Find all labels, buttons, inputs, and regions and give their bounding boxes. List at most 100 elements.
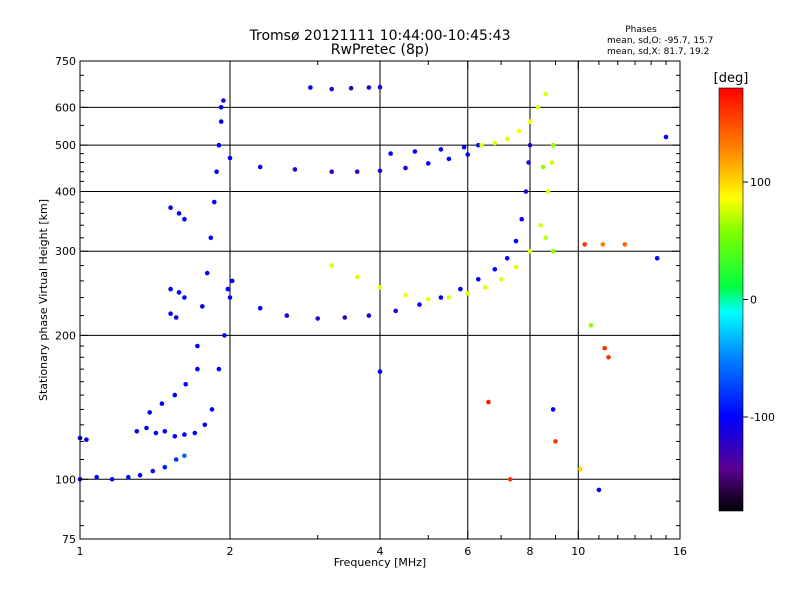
grid-lines xyxy=(80,61,680,539)
axis-ticks xyxy=(79,61,681,539)
data-point xyxy=(227,295,233,300)
y-tick-label: 200 xyxy=(55,329,76,342)
data-point xyxy=(200,304,205,309)
data-point xyxy=(366,313,372,318)
data-point xyxy=(315,316,321,321)
colorbar-tick-label: 0 xyxy=(750,294,757,307)
data-point xyxy=(225,286,231,292)
data-point xyxy=(348,85,354,91)
data-point xyxy=(308,85,313,90)
data-point xyxy=(162,464,168,470)
data-point xyxy=(144,425,149,431)
data-point xyxy=(553,439,558,444)
data-point xyxy=(403,292,408,298)
data-point xyxy=(417,302,422,307)
data-point xyxy=(354,169,360,174)
data-point xyxy=(84,437,89,443)
data-point xyxy=(527,142,533,148)
y-tick-labels: 75 100 200 300 400 500 600 750 xyxy=(55,55,76,546)
data-point xyxy=(229,278,235,284)
y-tick-label: 500 xyxy=(55,139,76,152)
x-tick-label: 2 xyxy=(227,545,234,558)
data-point xyxy=(600,242,606,247)
data-point xyxy=(458,286,463,292)
data-point xyxy=(465,152,471,157)
data-point xyxy=(426,297,431,302)
data-point xyxy=(182,432,187,437)
data-point xyxy=(168,311,173,317)
data-point xyxy=(257,164,263,170)
data-point xyxy=(218,105,224,110)
data-point xyxy=(137,472,143,478)
y-tick-label: 300 xyxy=(55,245,76,258)
data-point xyxy=(492,140,498,146)
data-point xyxy=(182,453,187,459)
data-point xyxy=(147,410,152,415)
data-point xyxy=(507,477,513,482)
data-point xyxy=(222,333,227,338)
data-point xyxy=(94,474,99,480)
y-tick-label: 100 xyxy=(55,473,76,486)
data-point xyxy=(461,145,467,150)
data-point xyxy=(377,84,383,90)
data-point xyxy=(438,147,444,152)
data-point xyxy=(216,142,222,148)
data-point xyxy=(526,160,531,165)
colorbar-tick-label: -100 xyxy=(750,411,775,424)
data-point xyxy=(527,119,533,124)
data-point xyxy=(292,167,298,172)
y-tick-label: 75 xyxy=(62,533,76,546)
chart-title: Tromsø 20121111 10:44:00-10:45:43 xyxy=(249,28,511,44)
y-tick-label: 600 xyxy=(55,101,76,114)
data-point xyxy=(176,290,182,295)
data-point xyxy=(182,216,187,222)
data-point xyxy=(173,457,179,462)
data-point xyxy=(257,305,263,311)
data-point xyxy=(204,270,210,276)
data-point xyxy=(479,142,485,148)
data-point xyxy=(221,98,226,103)
data-point xyxy=(550,248,556,254)
data-point xyxy=(162,429,168,434)
data-point xyxy=(159,401,165,406)
data-point xyxy=(366,85,372,90)
data-point xyxy=(498,277,504,282)
data-point xyxy=(543,235,548,241)
colorbar xyxy=(718,87,744,512)
data-point xyxy=(216,366,222,372)
x-axis-label: Frequency [MHz] xyxy=(334,556,426,569)
x-tick-label: 6 xyxy=(464,545,471,558)
x-tick-labels: 1 2 4 6 8 10 16 xyxy=(77,545,688,558)
data-point xyxy=(172,392,178,398)
data-point xyxy=(602,345,607,351)
data-point xyxy=(578,466,583,472)
data-point xyxy=(412,149,418,154)
data-point xyxy=(549,160,555,165)
data-point xyxy=(654,255,660,261)
data-point xyxy=(192,430,198,436)
colorbar-tick-label: 100 xyxy=(750,176,771,189)
data-point xyxy=(492,267,498,272)
data-point xyxy=(446,295,452,300)
data-point xyxy=(523,189,529,194)
data-point xyxy=(446,156,452,162)
data-point xyxy=(214,169,219,174)
data-point xyxy=(173,315,179,320)
data-points xyxy=(77,84,669,493)
data-point xyxy=(622,242,628,247)
data-point xyxy=(182,295,187,300)
data-point xyxy=(168,286,173,292)
data-point xyxy=(486,399,491,405)
data-point xyxy=(153,430,159,436)
data-point xyxy=(176,211,182,216)
data-point xyxy=(588,323,594,328)
data-point xyxy=(519,216,524,222)
data-point xyxy=(209,407,215,412)
data-point xyxy=(227,155,233,161)
data-point xyxy=(150,468,156,474)
data-point xyxy=(465,291,471,296)
data-point xyxy=(476,277,481,282)
chart-subtitle: RwPretec (8p) xyxy=(331,42,429,58)
data-point xyxy=(377,369,383,374)
data-point xyxy=(218,119,224,124)
